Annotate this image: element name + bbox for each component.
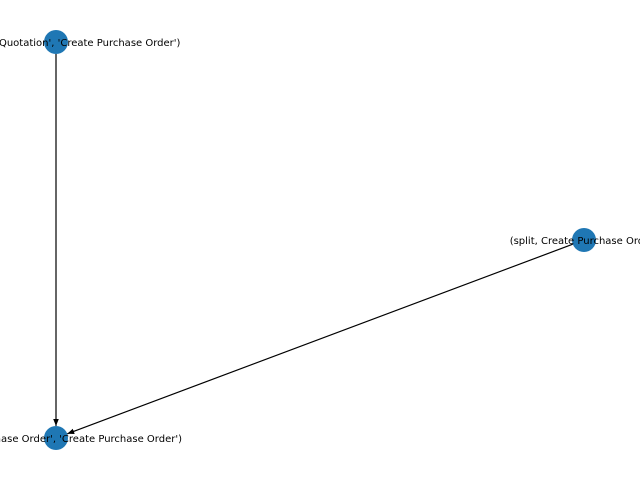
node-label-request-quotation: ('Request for Quotation', 'Create Purcha… [0,38,181,49]
graph-node-create-create [44,426,68,450]
graph-node-split-create [572,228,596,252]
graph-node-request-quotation [44,30,68,54]
node-label-split-create: (split, Create Purchase Order) [510,236,640,247]
edge-split-to-create [67,243,573,435]
node-label-create-create: ('Create Purchase Order', 'Create Purcha… [0,434,182,445]
